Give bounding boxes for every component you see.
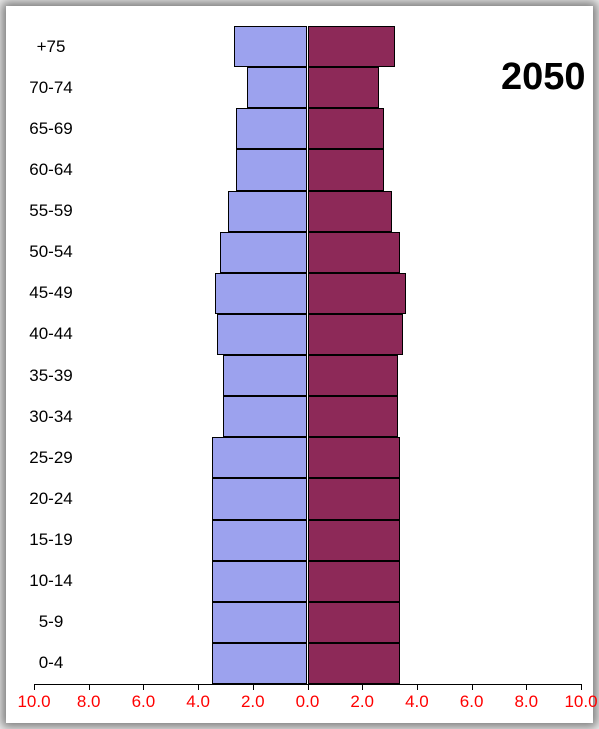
bar-right: [308, 643, 401, 684]
y-axis-label: 55-59: [16, 201, 86, 221]
x-tick: [472, 684, 473, 690]
x-axis-label: 4.0: [186, 692, 210, 712]
y-axis-label: 20-24: [16, 489, 86, 509]
bar-left: [228, 191, 307, 232]
y-axis-label: 50-54: [16, 242, 86, 262]
y-axis-label: 70-74: [16, 78, 86, 98]
x-tick: [581, 684, 582, 690]
bar-left: [212, 602, 308, 643]
bar-right: [308, 520, 401, 561]
bar-right: [308, 149, 385, 190]
bar-left: [247, 67, 307, 108]
bar-right: [308, 314, 404, 355]
y-axis-label: 15-19: [16, 530, 86, 550]
bar-right: [308, 478, 401, 519]
x-tick: [143, 684, 144, 690]
bar-right: [308, 561, 401, 602]
bar-left: [212, 520, 308, 561]
bar-left: [215, 273, 308, 314]
bar-right: [308, 232, 401, 273]
x-tick: [417, 684, 418, 690]
x-tick: [362, 684, 363, 690]
y-axis-label: 45-49: [16, 283, 86, 303]
y-axis-label: 35-39: [16, 366, 86, 386]
x-axis-label: 8.0: [514, 692, 538, 712]
x-tick: [526, 684, 527, 690]
y-axis-label: 40-44: [16, 324, 86, 344]
x-axis-label: 8.0: [77, 692, 101, 712]
bar-left: [236, 108, 307, 149]
x-tick: [308, 684, 309, 690]
bar-right: [308, 108, 385, 149]
bar-left: [220, 232, 308, 273]
x-tick: [34, 684, 35, 690]
y-axis-label: 30-34: [16, 407, 86, 427]
x-tick: [198, 684, 199, 690]
x-axis-label: 10.0: [564, 692, 597, 712]
y-axis-label: 60-64: [16, 160, 86, 180]
x-axis-label: 10.0: [17, 692, 50, 712]
y-axis-label: 0-4: [16, 653, 86, 673]
x-axis-label: 6.0: [460, 692, 484, 712]
x-tick: [89, 684, 90, 690]
y-axis-label: 25-29: [16, 448, 86, 468]
bar-right: [308, 26, 396, 67]
bar-left: [223, 355, 308, 396]
bar-left: [236, 149, 307, 190]
bar-left: [234, 26, 308, 67]
year-label: 2050: [501, 56, 586, 99]
x-axis-label: 2.0: [241, 692, 265, 712]
y-axis-label: 65-69: [16, 119, 86, 139]
pyramid-chart: +75 70-74 65-69 60-64 55-59 50-54 45-49 40-44 35…: [6, 6, 593, 723]
bar-left: [223, 396, 308, 437]
y-axis-label: 10-14: [16, 571, 86, 591]
y-axis-label: +75: [16, 37, 86, 57]
bar-left: [212, 643, 308, 684]
chart-frame: +75 70-74 65-69 60-64 55-59 50-54 45-49 40-44 35…: [6, 6, 593, 723]
x-axis-label: 0.0: [296, 692, 320, 712]
bar-right: [308, 602, 401, 643]
bar-left: [212, 478, 308, 519]
bar-right: [308, 191, 393, 232]
x-axis-label: 6.0: [132, 692, 156, 712]
x-axis-label: 2.0: [350, 692, 374, 712]
bar-left: [217, 314, 307, 355]
y-axis-label: 5-9: [16, 612, 86, 632]
center-axis-line: [308, 26, 309, 684]
bar-right: [308, 273, 406, 314]
bar-left: [212, 561, 308, 602]
x-tick: [253, 684, 254, 690]
bar-right: [308, 437, 401, 478]
x-axis-label: 4.0: [405, 692, 429, 712]
bar-left: [212, 437, 308, 478]
bar-right: [308, 355, 398, 396]
bar-right: [308, 396, 398, 437]
bar-right: [308, 67, 379, 108]
